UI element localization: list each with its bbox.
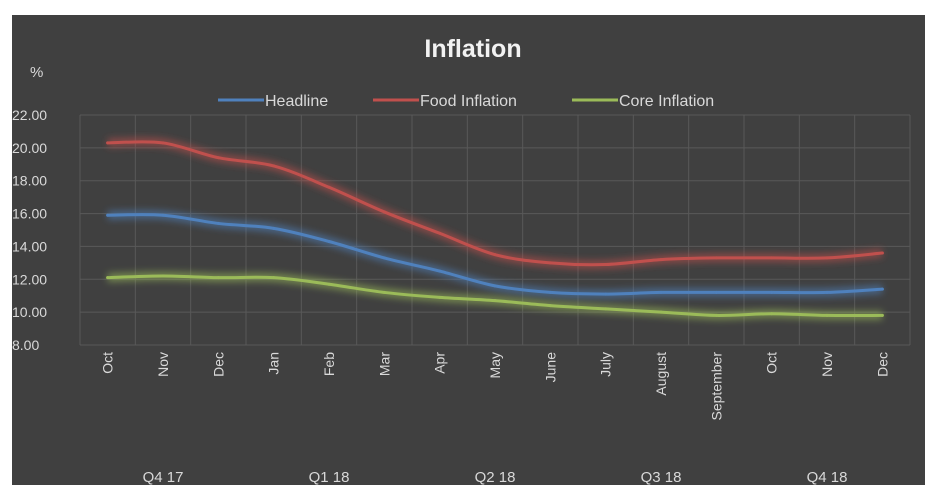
data-point	[659, 310, 663, 314]
y-tick-label: 20.00	[12, 140, 47, 156]
y-tick-label: 18.00	[12, 173, 47, 189]
data-point	[327, 240, 331, 243]
data-point	[825, 313, 829, 317]
y-tick-label: 16.00	[12, 206, 47, 222]
y-tick-label: 8.00	[12, 337, 39, 353]
x-tick-label: May	[487, 352, 503, 378]
data-point	[880, 313, 884, 317]
data-point	[604, 307, 608, 311]
axes: 22.00 20.00 18.00 16.00 14.00 12.00 10.00 8.00 O…	[12, 107, 890, 486]
x-tick-label: Oct	[764, 352, 780, 374]
data-point	[161, 274, 165, 278]
data-point	[493, 253, 497, 257]
x-tick-label: Nov	[155, 352, 171, 377]
x-tick-label: September	[708, 352, 724, 421]
x-group-label: Q2 18	[475, 469, 516, 485]
x-tick-label: August	[653, 352, 669, 396]
data-point	[216, 156, 220, 160]
x-tick-label: Apr	[432, 352, 448, 374]
data-point	[438, 295, 442, 299]
data-point	[770, 290, 774, 294]
data-point	[825, 256, 829, 260]
x-group-label: Q1 18	[309, 469, 350, 485]
data-point	[659, 258, 663, 262]
x-tick-label: Dec	[874, 352, 890, 377]
data-point	[770, 256, 774, 260]
data-point	[548, 304, 552, 308]
series-lines	[106, 137, 884, 321]
data-point	[880, 287, 884, 291]
y-tick-label: 10.00	[12, 304, 47, 320]
data-point	[272, 276, 276, 280]
x-tick-label: July	[598, 352, 614, 377]
legend-entry: Headline	[265, 93, 328, 110]
data-point	[382, 256, 386, 260]
x-group-label: Q3 18	[641, 469, 682, 485]
legend-entry: Core Inflation	[619, 93, 714, 110]
y-tick-label: 12.00	[12, 271, 47, 287]
x-tick-label: Oct	[100, 352, 116, 374]
data-point	[216, 221, 220, 225]
data-point	[714, 290, 718, 294]
data-point	[216, 276, 220, 280]
data-point	[272, 226, 276, 230]
legend-entry: Food Inflation	[420, 93, 517, 110]
data-point	[327, 185, 331, 189]
x-tick-label: Feb	[321, 352, 337, 376]
x-tick-label: June	[542, 352, 558, 383]
x-tick-label: Dec	[210, 352, 226, 377]
x-tick-label: Jan	[266, 352, 282, 375]
x-tick-label: Mar	[376, 352, 392, 376]
data-point	[659, 290, 663, 294]
x-group-label: Q4 18	[807, 469, 848, 485]
data-point	[106, 213, 110, 217]
data-point	[604, 263, 608, 266]
data-point	[327, 282, 331, 286]
y-tick-label: 14.00	[12, 238, 47, 254]
data-point	[382, 290, 386, 294]
data-point	[161, 141, 165, 145]
data-point	[493, 299, 497, 303]
data-point	[548, 290, 552, 294]
data-point	[161, 213, 165, 217]
y-tick-label: 22.00	[12, 107, 47, 123]
chart-title: Inflation	[424, 35, 521, 63]
data-point	[106, 141, 110, 145]
data-point	[714, 313, 718, 317]
data-point	[604, 292, 608, 296]
data-point	[272, 164, 276, 168]
data-point	[106, 276, 110, 280]
data-point	[438, 231, 442, 235]
data-point	[770, 312, 774, 316]
y-axis-label: %	[30, 64, 43, 81]
data-point	[825, 290, 829, 294]
data-point	[382, 210, 386, 214]
data-point	[548, 261, 552, 265]
x-tick-label: Nov	[819, 352, 835, 377]
gridlines	[79, 114, 911, 346]
x-group-label: Q4 17	[143, 469, 184, 485]
data-point	[438, 269, 442, 273]
data-point	[880, 251, 884, 255]
legend: Headline Food Inflation Core Inflation	[218, 93, 714, 110]
data-point	[493, 284, 497, 288]
data-point	[714, 256, 718, 260]
